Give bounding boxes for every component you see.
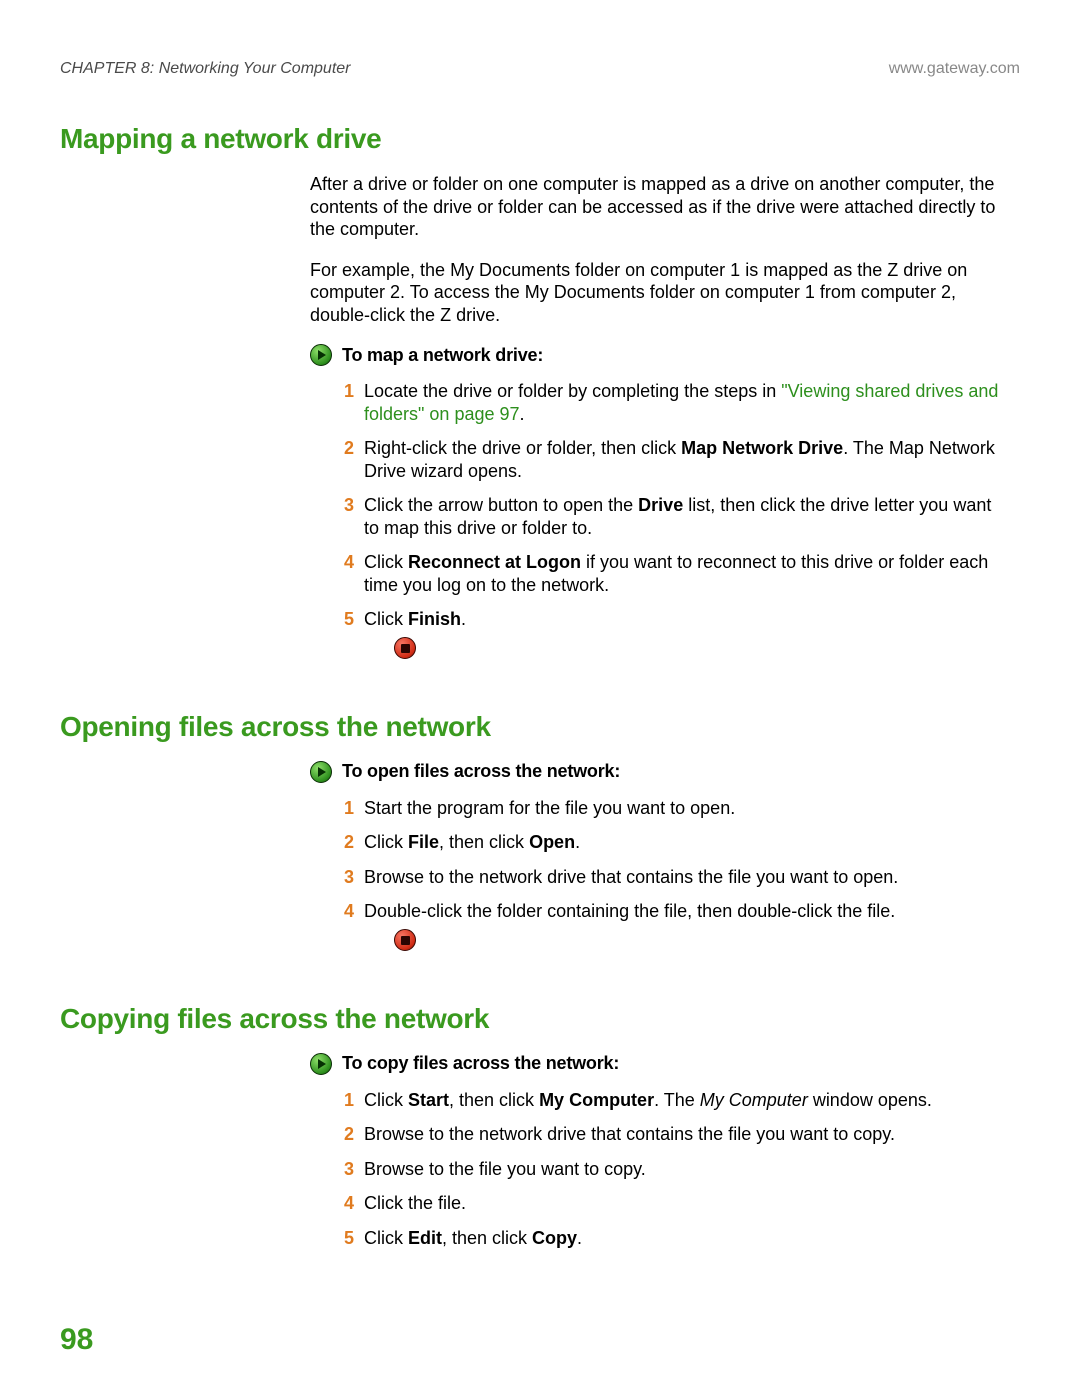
section-title-copying: Copying files across the network	[60, 1003, 1020, 1035]
section-body-copying: To copy files across the network: 1 Clic…	[310, 1053, 1000, 1250]
step-text: Click Start, then click My Computer. The…	[364, 1089, 932, 1112]
step-text: Browse to the network drive that contain…	[364, 866, 898, 889]
step-number: 3	[340, 866, 354, 889]
play-icon	[310, 1053, 332, 1075]
step-text: Click File, then click Open.	[364, 831, 580, 854]
step-number: 2	[340, 1123, 354, 1146]
section-body-mapping: After a drive or folder on one computer …	[310, 173, 1000, 659]
step-number: 4	[340, 900, 354, 951]
step-item: 3 Click the arrow button to open the Dri…	[340, 494, 1000, 539]
paragraph: For example, the My Documents folder on …	[310, 259, 1000, 327]
step-item: 4 Click the file.	[340, 1192, 1000, 1215]
step-item: 2 Click File, then click Open.	[340, 831, 1000, 854]
step-text: Locate the drive or folder by completing…	[364, 380, 1000, 425]
step-item: 3 Browse to the network drive that conta…	[340, 866, 1000, 889]
procedure-heading: To open files across the network:	[342, 761, 620, 782]
step-text: Browse to the file you want to copy.	[364, 1158, 646, 1181]
procedure-header: To map a network drive:	[310, 344, 1000, 366]
page-number: 98	[60, 1323, 93, 1357]
procedure-header: To copy files across the network:	[310, 1053, 1000, 1075]
step-text: Click the file.	[364, 1192, 466, 1215]
step-item: 4 Double-click the folder containing the…	[340, 900, 1000, 951]
step-number: 1	[340, 1089, 354, 1112]
step-number: 2	[340, 831, 354, 854]
step-item: 2 Browse to the network drive that conta…	[340, 1123, 1000, 1146]
step-number: 5	[340, 1227, 354, 1250]
step-item: 1 Locate the drive or folder by completi…	[340, 380, 1000, 425]
step-item: 1 Click Start, then click My Computer. T…	[340, 1089, 1000, 1112]
chapter-label: CHAPTER 8: Networking Your Computer	[60, 60, 350, 78]
step-number: 3	[340, 494, 354, 539]
step-number: 3	[340, 1158, 354, 1181]
step-text: Click the arrow button to open the Drive…	[364, 494, 1000, 539]
stop-icon	[394, 929, 416, 951]
step-text: Click Edit, then click Copy.	[364, 1227, 582, 1250]
step-number: 1	[340, 797, 354, 820]
section-body-opening: To open files across the network: 1 Star…	[310, 761, 1000, 951]
procedure-heading: To copy files across the network:	[342, 1053, 619, 1074]
section-title-mapping: Mapping a network drive	[60, 123, 1020, 155]
procedure-header: To open files across the network:	[310, 761, 1000, 783]
step-item: 1 Start the program for the file you wan…	[340, 797, 1000, 820]
play-icon	[310, 344, 332, 366]
step-text: Click Reconnect at Logon if you want to …	[364, 551, 1000, 596]
step-item: 2 Right-click the drive or folder, then …	[340, 437, 1000, 482]
step-text: Double-click the folder containing the f…	[364, 900, 895, 951]
step-text: Browse to the network drive that contain…	[364, 1123, 895, 1146]
header-url: www.gateway.com	[889, 60, 1020, 78]
stop-icon	[394, 637, 416, 659]
step-number: 1	[340, 380, 354, 425]
procedure-heading: To map a network drive:	[342, 345, 543, 366]
step-item: 3 Browse to the file you want to copy.	[340, 1158, 1000, 1181]
step-item: 5 Click Edit, then click Copy.	[340, 1227, 1000, 1250]
step-list: 1 Locate the drive or folder by completi…	[340, 380, 1000, 659]
step-number: 5	[340, 608, 354, 659]
section-title-opening: Opening files across the network	[60, 711, 1020, 743]
step-text: Start the program for the file you want …	[364, 797, 735, 820]
step-number: 4	[340, 1192, 354, 1215]
step-number: 4	[340, 551, 354, 596]
play-icon	[310, 761, 332, 783]
step-list: 1 Click Start, then click My Computer. T…	[340, 1089, 1000, 1250]
step-item: 5 Click Finish.	[340, 608, 1000, 659]
page-header: CHAPTER 8: Networking Your Computer www.…	[60, 60, 1020, 78]
step-text: Click Finish.	[364, 608, 466, 659]
step-number: 2	[340, 437, 354, 482]
paragraph: After a drive or folder on one computer …	[310, 173, 1000, 241]
step-text: Right-click the drive or folder, then cl…	[364, 437, 1000, 482]
step-item: 4 Click Reconnect at Logon if you want t…	[340, 551, 1000, 596]
step-list: 1 Start the program for the file you wan…	[340, 797, 1000, 951]
